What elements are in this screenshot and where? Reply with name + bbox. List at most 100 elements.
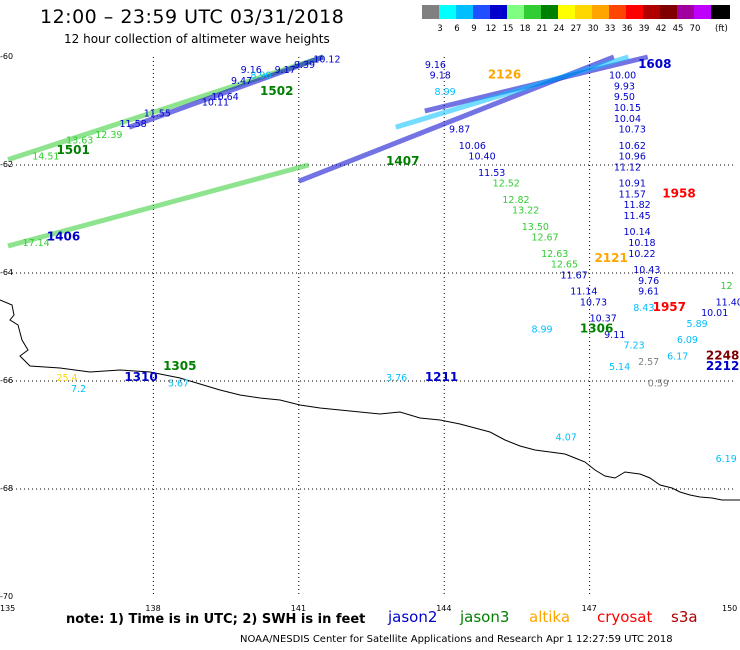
color-swatch	[490, 5, 509, 19]
swh-value: 6.17	[667, 351, 688, 362]
swh-value: 8.99	[435, 87, 456, 98]
color-swatch	[558, 5, 577, 19]
swh-value: 10.04	[614, 114, 641, 125]
swh-value: 12	[720, 281, 732, 292]
legend-jason3: jason3	[460, 608, 510, 626]
swh-value: 8.99	[531, 324, 552, 335]
swh-value: 11.40	[716, 297, 740, 308]
longitude-tick-label: 141	[290, 604, 307, 613]
swh-value: 17.14	[23, 238, 50, 249]
swh-value: 3.76	[386, 373, 407, 384]
pass-time-label: 1306	[580, 321, 613, 335]
pass-time-label: 1608	[638, 57, 671, 71]
color-swatch	[592, 5, 611, 19]
color-swatch	[660, 5, 679, 19]
swh-value: 6.09	[677, 335, 698, 346]
color-scale-unit: (ft)	[715, 24, 728, 34]
track-streak	[128, 54, 324, 130]
color-scale-label: 21	[536, 24, 548, 34]
swh-value: 10.14	[624, 227, 651, 238]
swh-value: 10.43	[633, 265, 660, 276]
swh-value: 12.63	[541, 249, 568, 260]
longitude-tick-label: 144	[436, 604, 452, 613]
color-swatch	[694, 5, 713, 19]
swh-value: 10.12	[313, 54, 340, 65]
antarctic-coastline	[0, 299, 740, 501]
color-scale-label: 24	[553, 24, 565, 34]
swh-value: 9.87	[449, 125, 470, 136]
color-scale-label: 42	[655, 24, 667, 34]
pass-time-label: 2121	[594, 251, 627, 265]
latitude-tick-label: -62	[0, 160, 14, 169]
swh-value: 10.06	[459, 141, 486, 152]
swh-value: 10.40	[468, 152, 495, 163]
swh-value: 12.82	[502, 195, 529, 206]
longitude-tick-label: 135	[0, 604, 16, 613]
swh-value: 11.53	[478, 168, 505, 179]
swh-value: 12.39	[95, 130, 122, 141]
swh-value: 9.61	[638, 287, 659, 298]
color-scale-label: 33	[604, 24, 616, 34]
pass-time-label: 1305	[163, 359, 196, 373]
swh-value: 2.57	[638, 357, 659, 368]
color-scale-label: 6	[454, 24, 460, 34]
longitude-tick-label: 150	[722, 604, 738, 613]
swh-value: 13.22	[512, 206, 539, 217]
swh-values: 9.169.188.999.8710.0610.4011.5312.5212.8…	[23, 54, 740, 465]
color-scale-label: 39	[638, 24, 650, 34]
color-scale-label: 9	[471, 24, 477, 34]
swh-value: 12.65	[551, 260, 578, 271]
swh-value: 10.18	[628, 238, 655, 249]
latitude-tick-label: -64	[0, 268, 14, 277]
swh-value: 11.14	[570, 287, 597, 298]
footer-credit: NOAA/NESDIS Center for Satellite Applica…	[240, 634, 673, 645]
pass-time-label: 1958	[662, 186, 695, 200]
longitude-tick-label: 147	[581, 604, 597, 613]
footer-note: note: 1) Time is in UTC; 2) SWH is in fe…	[66, 612, 366, 627]
latitude-tick-label: -60	[0, 52, 14, 61]
color-swatch	[541, 5, 560, 19]
longitude-tick-label: 138	[145, 604, 161, 613]
swh-value: 25.4	[56, 373, 77, 384]
swh-value: 10.22	[628, 249, 655, 260]
pass-time-labels: 1502 1501 1407 1406 2126 1958 2121 1957 1306 2248…	[47, 57, 740, 384]
color-swatch	[609, 5, 628, 19]
swh-value: 7.2	[71, 384, 86, 395]
swh-value: 13.63	[66, 135, 93, 146]
swh-value: 14.51	[32, 152, 59, 163]
page-subtitle: 12 hour collection of altimeter wave hei…	[64, 32, 330, 46]
color-swatch	[626, 5, 645, 19]
swh-value: 0.59	[648, 378, 669, 389]
swh-value: 10.73	[580, 297, 607, 308]
swh-value: 10.91	[619, 179, 646, 190]
swh-value: 6.19	[716, 454, 737, 465]
legend-jason2: jason2	[388, 608, 438, 626]
latitude-tick-label: -66	[0, 376, 14, 385]
swh-value: 9.16	[425, 60, 446, 71]
swh-value: 13.50	[522, 222, 549, 233]
pass-time-label: 1211	[425, 370, 458, 384]
color-scale-label: 70	[689, 24, 701, 34]
track-streak	[395, 54, 630, 130]
color-swatch	[677, 5, 696, 19]
swh-value: 10.00	[609, 71, 636, 82]
color-scale-label: 45	[672, 24, 684, 34]
swh-value: 5.89	[687, 319, 708, 330]
legend-altika: altika	[529, 608, 571, 626]
swh-value: 9.17	[275, 65, 296, 76]
swh-value: 8.43	[633, 303, 654, 314]
latitude-tick-label: -70	[0, 592, 14, 601]
swh-value: 11.12	[614, 162, 641, 173]
swh-value: 10.62	[619, 141, 646, 152]
swh-value: 10.96	[619, 152, 646, 163]
swh-value: 4.07	[556, 432, 577, 443]
swh-value: 9.76	[638, 276, 659, 287]
pass-time-label: 1501	[56, 143, 89, 157]
color-swatch	[524, 5, 543, 19]
swh-value: 12.52	[493, 179, 520, 190]
swh-value: 5.14	[609, 362, 630, 373]
coastline-path	[0, 299, 740, 501]
color-swatch	[439, 5, 458, 19]
swh-value: 8.90	[250, 71, 271, 82]
